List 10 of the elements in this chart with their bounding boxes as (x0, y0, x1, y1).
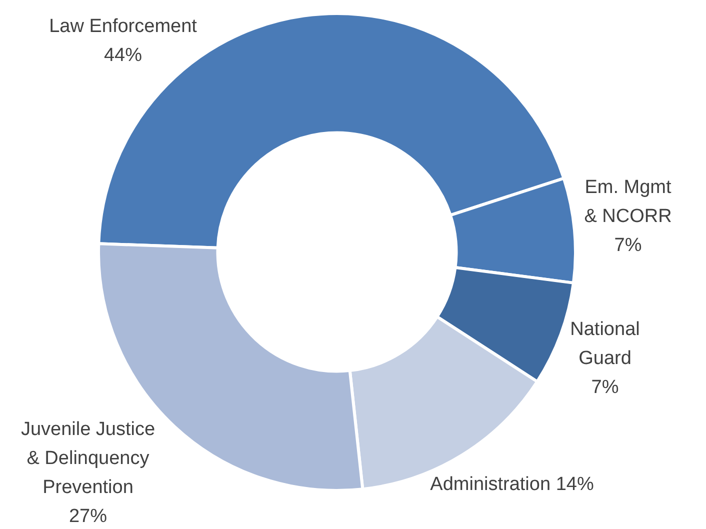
data-label: 14% (556, 474, 594, 496)
slice-label: Juvenile Justice & Delinquency Prevention (20, 419, 156, 498)
data-label: 44% (104, 45, 142, 66)
data-label: 27% (68, 506, 108, 528)
slice-label: Law Enforcement (49, 16, 198, 38)
data-label: 7% (591, 377, 619, 398)
slice-label: Em. Mgmt & NCORR (584, 177, 672, 228)
slice-label: Administration (430, 474, 551, 496)
slice-label: National Guard (570, 319, 640, 370)
data-label: 7% (614, 235, 642, 256)
